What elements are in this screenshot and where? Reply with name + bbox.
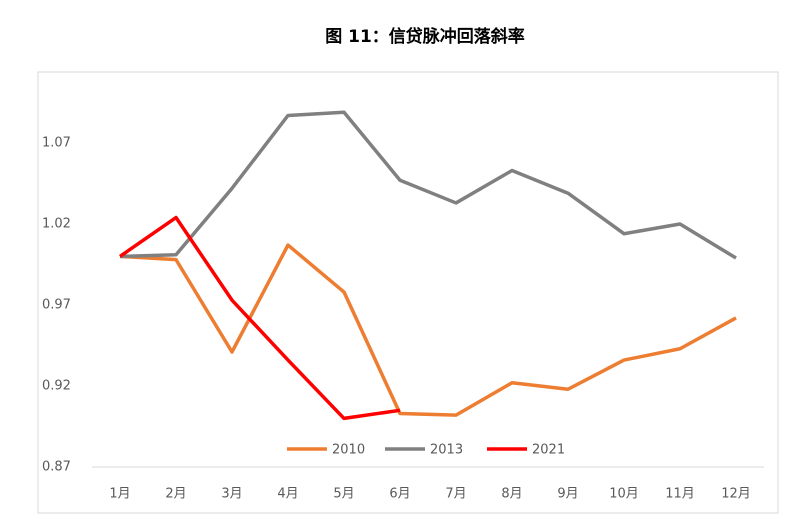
- x-tick-label: 2月: [165, 487, 186, 502]
- x-tick-label: 8月: [501, 487, 522, 502]
- x-tick-label: 4月: [277, 487, 298, 502]
- legend-label: 2013: [430, 443, 463, 458]
- x-tick-label: 7月: [445, 487, 466, 502]
- y-tick-label: 1.07: [42, 136, 71, 151]
- y-tick-label: 0.87: [42, 460, 71, 475]
- chart-title: 图 11：信贷脉冲回落斜率: [325, 26, 525, 47]
- line-series: [119, 110, 737, 260]
- chart-frame: [37, 71, 779, 514]
- x-tick-label: 5月: [333, 487, 354, 502]
- line-series: [119, 215, 401, 421]
- x-tick-label: 6月: [389, 487, 410, 502]
- x-tick-label: 12月: [721, 487, 751, 502]
- line-series: [119, 243, 737, 417]
- x-tick-label: 9月: [557, 487, 578, 502]
- x-tick-label: 11月: [665, 487, 695, 502]
- legend-label: 2021: [532, 443, 565, 458]
- legend-label: 2010: [332, 443, 365, 458]
- x-tick-label: 3月: [221, 487, 242, 502]
- x-tick-label: 1月: [109, 487, 130, 502]
- x-tick-label: 10月: [609, 487, 639, 502]
- y-tick-label: 0.92: [42, 379, 71, 394]
- y-tick-label: 1.02: [42, 217, 71, 232]
- y-tick-label: 0.97: [42, 298, 71, 313]
